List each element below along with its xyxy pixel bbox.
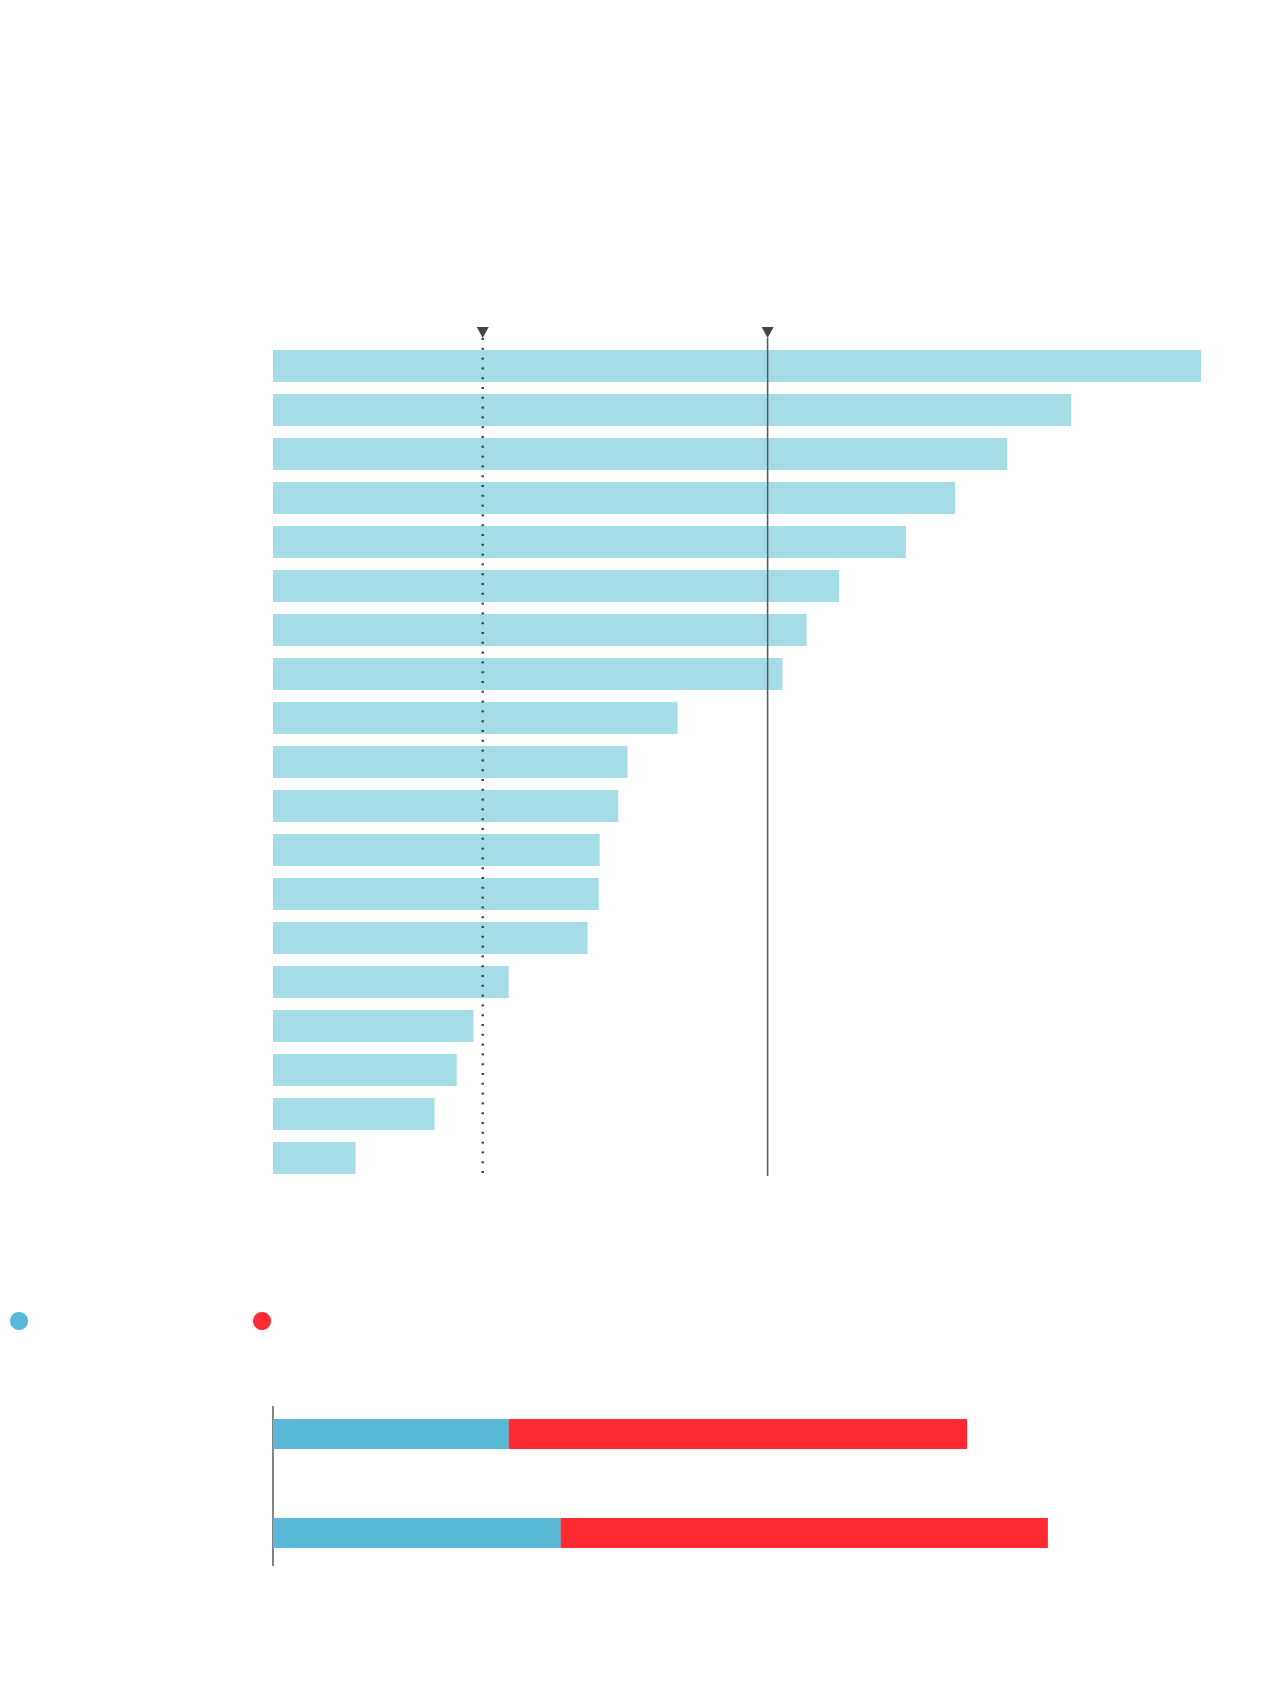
bar: [273, 614, 807, 646]
bar: [273, 702, 678, 734]
bar: [273, 1010, 474, 1042]
legend-marker: [10, 1312, 28, 1330]
bar: [273, 394, 1072, 426]
reference-marker: [476, 327, 489, 338]
bar: [273, 526, 906, 558]
bar: [273, 1142, 356, 1174]
bar: [273, 482, 956, 514]
bar-segment: [273, 1419, 509, 1449]
bar-segment: [273, 1518, 561, 1548]
bar: [273, 658, 783, 690]
bar-segment: [560, 1518, 1048, 1548]
bar-segment: [508, 1419, 968, 1449]
bar: [273, 350, 1201, 382]
bar: [273, 570, 840, 602]
bar: [273, 834, 600, 866]
reference-marker: [761, 327, 774, 338]
bar: [273, 922, 588, 954]
bar: [273, 790, 619, 822]
bar: [273, 438, 1008, 470]
bar: [273, 878, 599, 910]
bar: [273, 966, 509, 998]
legend-marker: [253, 1312, 271, 1330]
bar: [273, 1098, 435, 1130]
bar: [273, 1054, 457, 1086]
bar: [273, 746, 628, 778]
